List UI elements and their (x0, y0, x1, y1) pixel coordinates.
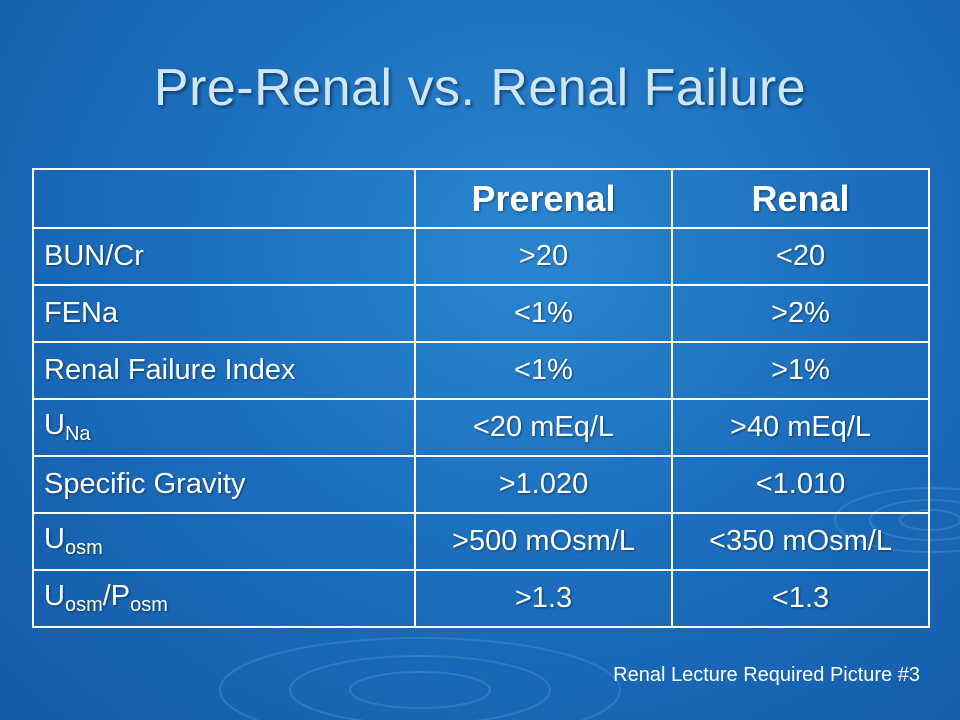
renal-value: >1% (671, 341, 930, 400)
row-label-subscript: osm (64, 594, 103, 616)
prerenal-value: >500 mOsm/L (414, 512, 673, 571)
prerenal-value: <1% (414, 341, 673, 400)
row-label-subscript-2: osm (130, 594, 168, 616)
table-row: BUN/Cr >20 <20 (32, 227, 930, 286)
table-row: UNa <20 mEq/L >40 mEq/L (32, 398, 930, 457)
slide-caption: Renal Lecture Required Picture #3 (613, 664, 920, 686)
renal-value: <20 (671, 227, 930, 286)
comparison-table: Prerenal Renal BUN/Cr >20 <20 FENa <1% >… (32, 168, 930, 628)
row-label-slash: /P (102, 580, 131, 612)
table-row: Uosm/Posm >1.3 <1.3 (32, 569, 930, 628)
row-label: FENa (32, 284, 416, 343)
table-row: Uosm >500 mOsm/L <350 mOsm/L (32, 512, 930, 571)
prerenal-value: >1.020 (414, 455, 673, 514)
row-label-subscript: osm (64, 537, 103, 559)
row-label: Uosm/Posm (32, 569, 416, 628)
header-prerenal: Prerenal (414, 168, 673, 229)
prerenal-value: >1.3 (414, 569, 673, 628)
row-label-main: U (44, 580, 65, 612)
prerenal-value: >20 (414, 227, 673, 286)
row-label-subscript: Na (64, 423, 91, 445)
renal-value: <1.010 (671, 455, 930, 514)
row-label: Specific Gravity (32, 455, 416, 514)
row-label-main: U (44, 523, 65, 555)
renal-value: >2% (671, 284, 930, 343)
row-label: BUN/Cr (32, 227, 416, 286)
table-row: Renal Failure Index <1% >1% (32, 341, 930, 400)
row-label: UNa (32, 398, 416, 457)
header-empty-cell (32, 168, 416, 229)
slide-title: Pre-Renal vs. Renal Failure (153, 59, 807, 117)
header-renal: Renal (671, 168, 930, 229)
prerenal-value: <20 mEq/L (414, 398, 673, 457)
renal-value: <350 mOsm/L (671, 512, 930, 571)
table-row: Specific Gravity >1.020 <1.010 (32, 455, 930, 514)
renal-value: <1.3 (671, 569, 930, 628)
renal-value: >40 mEq/L (671, 398, 930, 457)
table-header-row: Prerenal Renal (32, 168, 930, 229)
prerenal-value: <1% (414, 284, 673, 343)
table-row: FENa <1% >2% (32, 284, 930, 343)
row-label: Uosm (32, 512, 416, 571)
row-label: Renal Failure Index (32, 341, 416, 400)
row-label-main: U (44, 409, 65, 441)
